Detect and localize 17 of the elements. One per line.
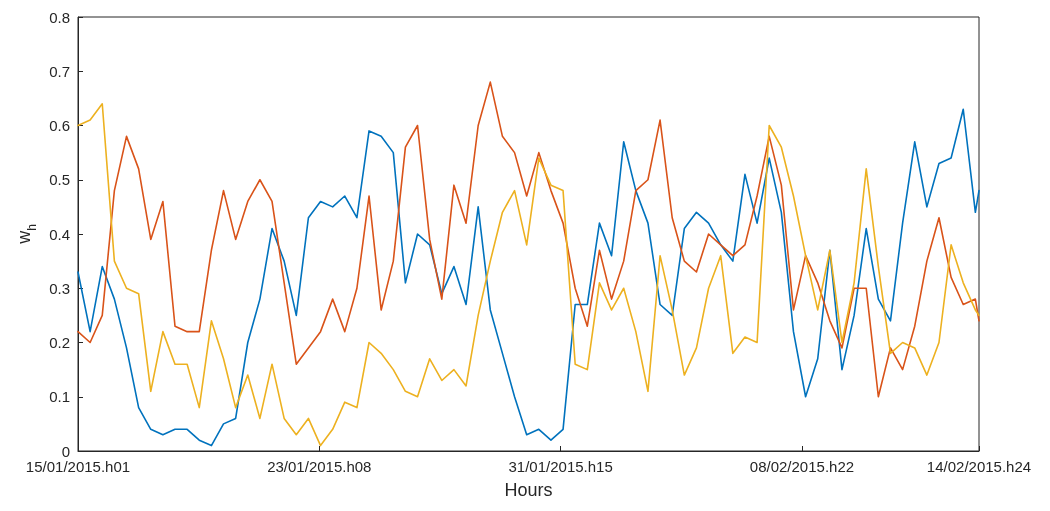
y-tick-label: 0.7 [49, 62, 70, 80]
x-tick-label: 23/01/2015.h08 [267, 458, 372, 475]
y-tick-label: 0.1 [49, 388, 70, 406]
y-tick-label: 0.6 [49, 117, 70, 134]
y-tick-label: 0.3 [49, 279, 70, 297]
x-tick-label: 08/02/2015.h22 [749, 458, 855, 475]
y-tick-label: 0.4 [49, 225, 70, 243]
x-tick-label: 31/01/2015.h15 [508, 458, 613, 475]
y-tick-label: 0.8 [49, 8, 70, 26]
y-tick-label: 0.2 [49, 334, 70, 351]
x-axis-title: Hours [504, 480, 553, 500]
x-tick-label: 15/01/2015.h01 [25, 458, 131, 475]
y-tick-label: 0 [61, 442, 70, 460]
line-series [77, 81, 980, 398]
y-axis-title: wh [14, 224, 39, 245]
x-tick-label: 14/02/2015.h24 [926, 458, 1032, 475]
y-tick-label: 0.5 [49, 171, 70, 189]
